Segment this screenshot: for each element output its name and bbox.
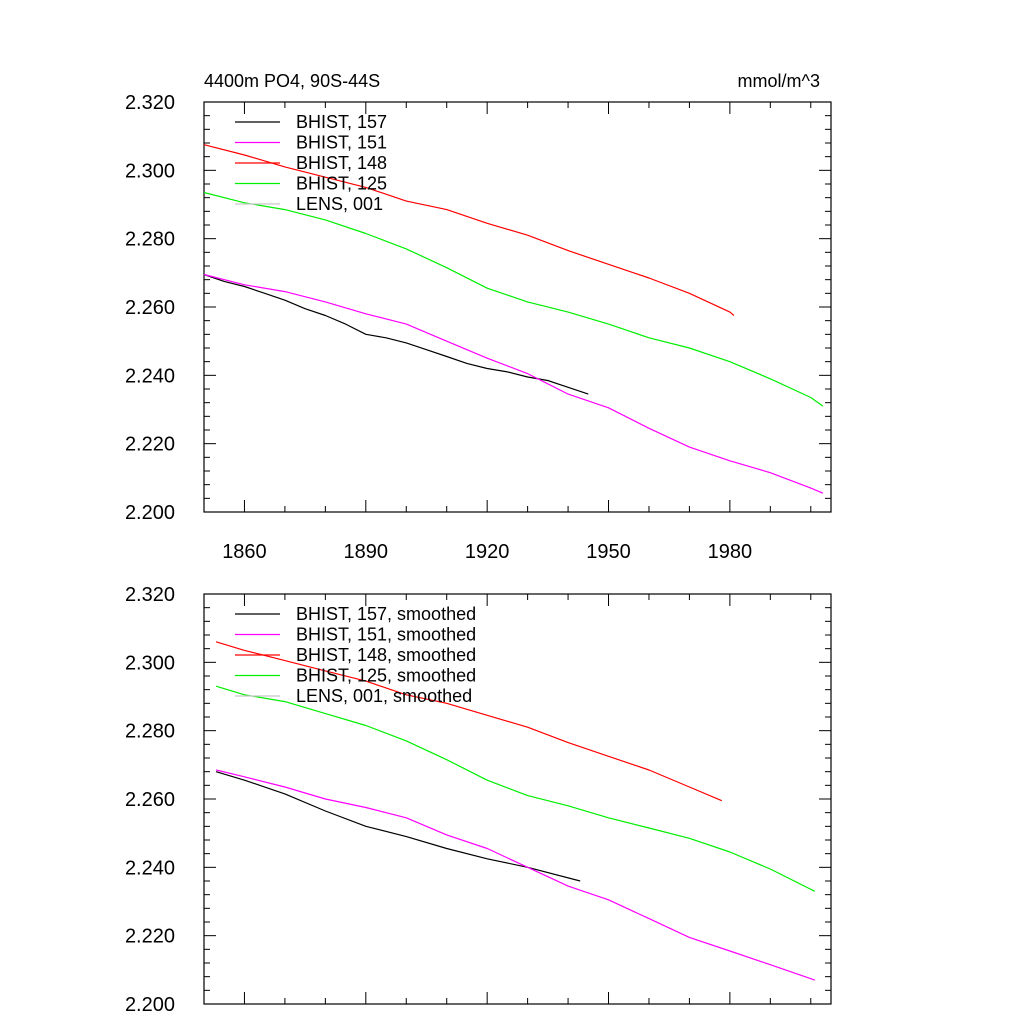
y-tick-label: 2.300 [125,652,175,674]
y-tick-label: 2.280 [125,229,175,251]
series-line-bhist-125-smoothed [215,685,816,892]
y-tick-label: 2.320 [125,584,175,606]
x-tick-label: 1950 [586,541,631,563]
legend-label: BHIST, 125, smoothed [296,666,476,686]
legend-label: BHIST, 148 [296,153,387,173]
y-tick-label: 2.320 [125,92,175,114]
y-tick-label: 2.200 [125,502,175,524]
y-tick-label: 2.240 [125,857,175,879]
legend-label: BHIST, 151 [296,133,387,153]
y-tick-label: 2.220 [125,434,175,456]
legend-label: BHIST, 151, smoothed [296,625,476,645]
legend-label: BHIST, 125 [296,174,387,194]
series-line-bhist-151 [203,273,824,494]
legend-label: LENS, 001, smoothed [296,686,472,706]
legend-label: BHIST, 157 [296,112,387,132]
y-tick-label: 2.240 [125,365,175,387]
x-tick-label: 1980 [708,541,753,563]
x-tick-label: 1860 [222,541,267,563]
series-line-bhist-125 [203,191,824,407]
y-tick-label: 2.260 [125,297,175,319]
y-tick-label: 2.280 [125,721,175,743]
legend-label: LENS, 001 [296,194,383,214]
series-line-bhist-148 [203,144,735,316]
series-line-bhist-157-smoothed [215,771,581,882]
x-tick-label: 1920 [465,541,510,563]
x-tick-label: 1890 [344,541,389,563]
series-line-bhist-151-smoothed [215,769,815,981]
chart-title: 4400m PO4, 90S-44S [204,71,380,91]
y-tick-label: 2.260 [125,789,175,811]
panel-raw: 4400m PO4, 90S-44S mmol/m^3 2.200 2.220 2.… [125,71,832,563]
legend-label: BHIST, 148, smoothed [296,645,476,665]
legend-label: BHIST, 157, smoothed [296,604,476,624]
y-tick-label: 2.300 [125,160,175,182]
series-line-bhist-148-smoothed [215,641,723,802]
panel-smoothed: 2.200 2.220 2.240 2.260 2.280 2.300 2.320 BHIST… [125,584,832,1016]
units-label: mmol/m^3 [738,71,820,91]
y-tick-label: 2.220 [125,926,175,948]
y-tick-label: 2.200 [125,994,175,1016]
series-line-bhist-157 [203,273,589,395]
